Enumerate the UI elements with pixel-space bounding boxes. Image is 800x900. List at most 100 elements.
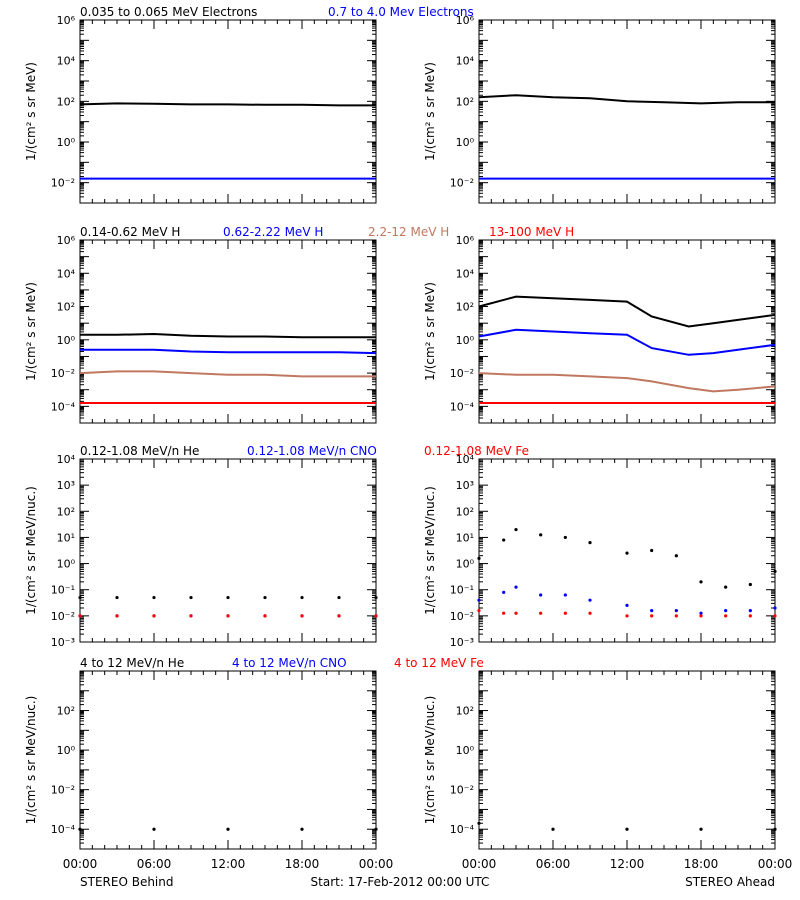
series-point-0 bbox=[674, 554, 678, 558]
series-point-0 bbox=[115, 595, 119, 600]
series-point-0 bbox=[300, 827, 304, 831]
y-tick-label: 10⁻² bbox=[450, 784, 474, 797]
series-point-2 bbox=[514, 611, 518, 615]
y-tick-label: 10⁰ bbox=[57, 334, 76, 347]
series-point-1 bbox=[563, 593, 567, 597]
series-point-2 bbox=[502, 611, 506, 615]
series-line-0 bbox=[478, 295, 776, 328]
series-point-0 bbox=[514, 527, 518, 532]
y-tick-label: 10⁻² bbox=[450, 610, 474, 623]
series-point-0 bbox=[563, 535, 567, 540]
y-axis-label: 1/(cm² s sr MeV) bbox=[423, 62, 437, 161]
series-point-0 bbox=[152, 595, 156, 600]
series-label-0-0: 0.035 to 0.065 MeV Electrons bbox=[80, 5, 257, 19]
series-point-1 bbox=[625, 603, 629, 608]
y-axis-label: 1/(cm² s sr MeV/nuc.) bbox=[423, 696, 437, 825]
series-point-0 bbox=[551, 827, 555, 831]
y-tick-label: 10⁰ bbox=[57, 558, 76, 571]
y-tick-label: 10⁻¹ bbox=[51, 584, 75, 597]
series-label-3-2: 4 to 12 MeV Fe bbox=[394, 656, 484, 670]
y-axis-label: 1/(cm² s sr MeV/nuc.) bbox=[24, 696, 38, 825]
series-point-0 bbox=[773, 569, 777, 574]
series-label-1-2: 2.2-12 MeV H bbox=[368, 225, 449, 239]
x-tick-label: 06:00 bbox=[137, 857, 172, 871]
y-tick-label: 10⁰ bbox=[456, 744, 475, 757]
plot-frame bbox=[79, 670, 377, 850]
series-point-0 bbox=[539, 533, 543, 537]
y-tick-label: 10⁻³ bbox=[450, 636, 474, 649]
series-point-2 bbox=[650, 614, 654, 618]
series-point-0 bbox=[588, 541, 592, 545]
series-point-0 bbox=[337, 595, 341, 600]
y-tick-label: 10² bbox=[456, 301, 474, 314]
series-point-2 bbox=[539, 611, 543, 615]
y-tick-label: 10⁴ bbox=[57, 55, 76, 68]
x-tick-label: 18:00 bbox=[285, 857, 320, 871]
series-point-0 bbox=[699, 827, 703, 831]
series-label-2-0: 0.12-1.08 MeV/n He bbox=[80, 444, 199, 458]
y-tick-label: 10² bbox=[456, 505, 474, 518]
series-point-0 bbox=[300, 595, 304, 600]
series-point-1 bbox=[514, 585, 518, 589]
series-point-0 bbox=[724, 585, 728, 589]
y-tick-label: 10⁰ bbox=[57, 136, 76, 149]
series-point-2 bbox=[300, 614, 304, 618]
series-point-2 bbox=[337, 614, 341, 618]
x-tick-label: 12:00 bbox=[610, 857, 645, 871]
series-point-1 bbox=[699, 611, 703, 615]
y-tick-label: 10³ bbox=[456, 479, 474, 492]
x-tick-label: 00:00 bbox=[462, 857, 497, 871]
series-point-1 bbox=[773, 606, 777, 610]
y-tick-label: 10⁻⁴ bbox=[51, 823, 76, 836]
series-line-2 bbox=[79, 370, 376, 378]
series-label-2-1: 0.12-1.08 MeV/n CNO bbox=[247, 444, 377, 458]
series-point-2 bbox=[625, 614, 629, 618]
series-point-0 bbox=[477, 821, 481, 825]
series-line-0 bbox=[80, 332, 376, 339]
x-tick-label: 12:00 bbox=[211, 857, 246, 871]
x-tick-label: 00:00 bbox=[758, 857, 793, 871]
series-point-1 bbox=[724, 609, 728, 613]
series-point-0 bbox=[263, 595, 267, 600]
y-tick-label: 10⁰ bbox=[57, 744, 76, 757]
y-axis-label: 1/(cm² s sr MeV) bbox=[24, 282, 38, 381]
series-label-3-1: 4 to 12 MeV/n CNO bbox=[232, 656, 347, 670]
plot-frame bbox=[478, 19, 776, 204]
x-tick-label: 18:00 bbox=[684, 857, 719, 871]
y-axis-label: 1/(cm² s sr MeV) bbox=[423, 282, 437, 381]
series-point-1 bbox=[477, 598, 481, 602]
series-point-2 bbox=[674, 614, 678, 618]
series-label-1-0: 0.14-0.62 MeV H bbox=[80, 225, 180, 239]
x-tick-label: 00:00 bbox=[63, 857, 98, 871]
x-tick-label: 06:00 bbox=[536, 857, 571, 871]
y-tick-label: 10⁶ bbox=[456, 234, 475, 247]
series-point-2 bbox=[152, 614, 156, 618]
plot-frame bbox=[79, 19, 377, 204]
series-point-0 bbox=[748, 582, 752, 587]
series-label-3-0: 4 to 12 MeV/n He bbox=[80, 656, 184, 670]
y-tick-label: 10⁻² bbox=[450, 367, 474, 380]
series-line-2 bbox=[478, 372, 776, 393]
series-point-0 bbox=[477, 556, 481, 560]
y-axis-label: 1/(cm² s sr MeV) bbox=[24, 62, 38, 161]
series-point-2 bbox=[115, 614, 119, 618]
series-point-2 bbox=[699, 614, 703, 618]
y-tick-label: 10⁶ bbox=[57, 234, 76, 247]
series-point-1 bbox=[539, 593, 543, 597]
y-tick-label: 10⁻² bbox=[51, 610, 75, 623]
series-point-1 bbox=[674, 609, 678, 613]
y-tick-label: 10¹ bbox=[456, 531, 474, 544]
series-point-0 bbox=[502, 538, 506, 542]
y-tick-label: 10⁰ bbox=[456, 136, 475, 149]
series-line-1 bbox=[80, 348, 377, 355]
series-point-2 bbox=[226, 614, 230, 618]
y-tick-label: 10⁻² bbox=[51, 367, 75, 380]
y-tick-label: 10² bbox=[57, 505, 75, 518]
series-point-2 bbox=[189, 614, 193, 618]
series-point-2 bbox=[773, 614, 777, 618]
y-tick-label: 10² bbox=[57, 705, 75, 718]
series-point-2 bbox=[563, 611, 567, 615]
series-point-0 bbox=[374, 827, 378, 831]
y-axis-label: 1/(cm² s sr MeV/nuc.) bbox=[423, 486, 437, 615]
